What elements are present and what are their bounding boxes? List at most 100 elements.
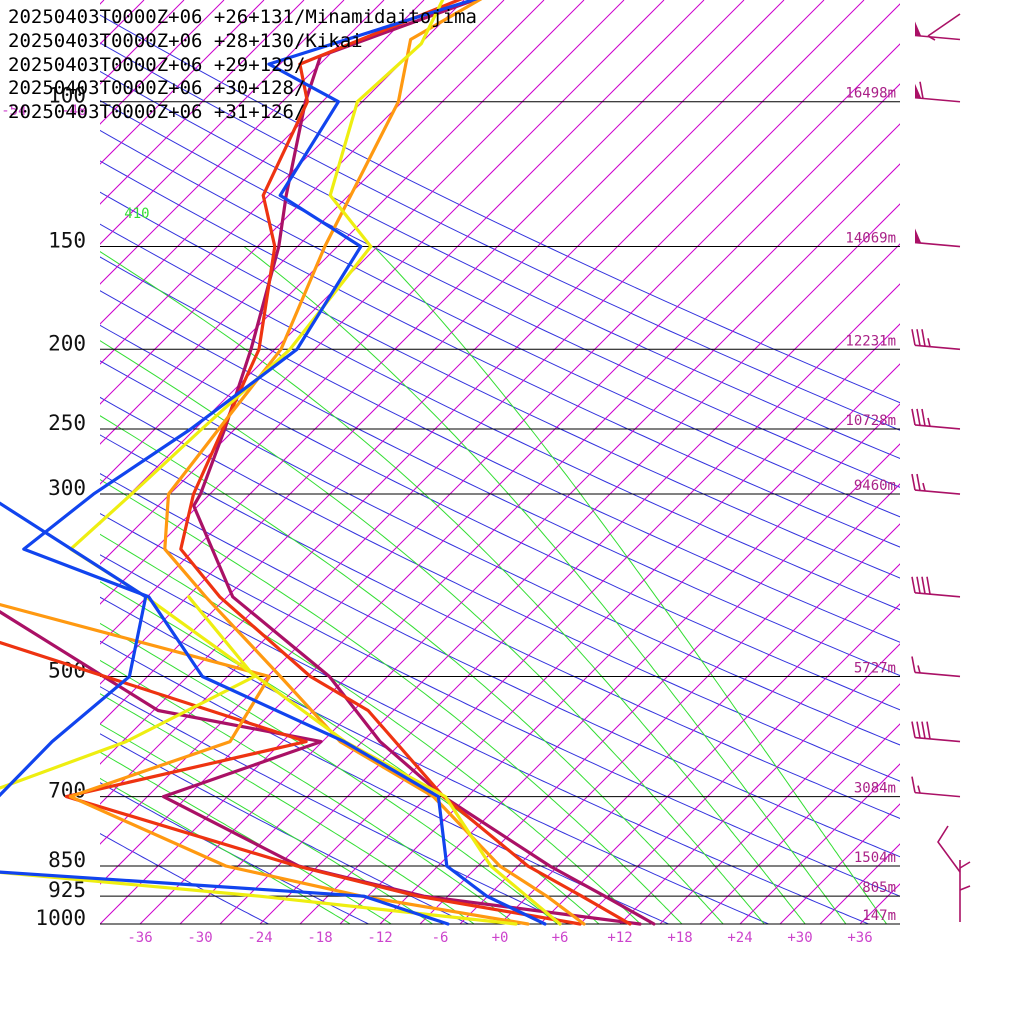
barb-shaft [937,825,961,873]
isotherm-line [100,0,665,565]
dry-adiabat-line [100,360,900,746]
dry-adiabat-line [100,324,900,711]
dry-adiabat-line [100,396,900,782]
isotherm-line [179,203,900,924]
isotherm-line [100,0,825,725]
isotherm-line [100,83,900,885]
dry-adiabat-line [100,554,870,924]
temperature-tick-label: -30 [187,930,212,946]
height-label: 1504m [854,850,896,866]
isotherm-line [100,0,305,205]
barb-flag [916,329,921,346]
moist-adiabat-line [100,777,352,924]
moist-adiabat-line [243,246,847,924]
wind-barb [911,473,961,495]
dry-adiabat-line [100,14,900,404]
barb-flag [919,81,924,99]
barb-flag [911,776,916,793]
isotherm-line [100,0,785,685]
height-label: 10728m [845,413,896,429]
dry-adiabat-line [100,733,470,924]
dry-adiabat-line [100,833,270,924]
pressure-tick-label: 300 [48,476,86,500]
barb-flag [911,408,916,426]
barb-flag [959,885,971,891]
barb-shaft [914,96,961,103]
dry-adiabat-line [100,129,900,518]
wind-barb [937,825,961,873]
wind-barb [911,329,961,351]
wind-barb [911,576,961,598]
pressure-tick-label: 200 [48,331,86,355]
isotherm-line [100,0,585,485]
temperature-tick-label: -12 [367,930,392,946]
barb-flag [911,473,916,491]
dry-adiabat-line [100,473,900,858]
wind-barb [911,408,961,430]
theta-label: 410 [124,206,149,222]
barb-flag [916,721,921,739]
moist-adiabat-line [100,693,475,924]
temperature-tick-label: +6 [552,930,569,946]
isotherm-line [100,43,900,845]
pressure-tick-label: 850 [48,848,86,872]
isotherm-line [100,0,185,85]
isotherm-line [579,603,900,924]
isotherm-line [100,123,900,924]
barb-half-flag [917,665,921,674]
isotherm-line [100,0,745,645]
barb-flag [911,329,916,346]
temperature-line [179,0,632,926]
pressure-tick-label: 700 [48,779,86,803]
isotherm-line [379,403,900,924]
isotherm-line [539,563,900,924]
wind-barb [911,776,961,798]
dry-adiabat-line [100,640,670,924]
pressure-tick-label: 925 [48,878,86,902]
isotherm-line [499,523,900,924]
wind-barb [911,721,961,743]
dry-adiabat-line [100,223,900,611]
height-label: 5727m [854,660,896,676]
isotherm-line [219,243,900,924]
barb-flag [959,861,971,869]
isotherm-line [100,0,545,445]
barb-flag [926,576,931,595]
legend-entry: 20250403T0000Z+06 +30+128/ [8,77,306,100]
barb-shaft [927,13,961,37]
moist-adiabat-line [100,659,517,924]
wind-barb [911,656,961,678]
sounding-series [0,0,656,926]
barb-half-flag [917,785,921,794]
isotherm-label: -54 [1,103,26,119]
isotherm-line [299,323,900,924]
wind-barb [914,81,961,103]
temperature-tick-label: +12 [607,930,632,946]
barb-shaft [914,736,961,743]
isotherm-line [339,363,900,924]
barb-flag [916,473,921,491]
barb-half-flag [927,417,931,427]
barb-shaft [914,241,961,248]
barb-half-flag [927,338,931,347]
barb-flag [927,35,936,41]
temperature-tick-label: +24 [727,930,752,946]
wind-barb [959,860,971,922]
height-label: 147m [862,908,896,924]
barb-shaft [914,344,961,351]
dewpoint-line [0,501,450,926]
temperature-tick-label: -6 [432,930,449,946]
moist-adiabat-line [100,622,559,924]
pressure-tick-label: 150 [48,229,86,253]
dry-adiabat-line [100,99,900,488]
temperature-tick-label: -24 [247,930,272,946]
barb-flag [921,329,926,347]
isotherm-line [100,0,705,605]
temperature-tick-label: +30 [787,930,812,946]
dry-adiabat-line [100,256,900,643]
temperature-line [69,0,562,926]
barb-pennant [915,21,921,36]
barb-pennant [915,83,921,98]
temperature-tick-label: -36 [127,930,152,946]
moist-adiabat-line [100,581,600,924]
